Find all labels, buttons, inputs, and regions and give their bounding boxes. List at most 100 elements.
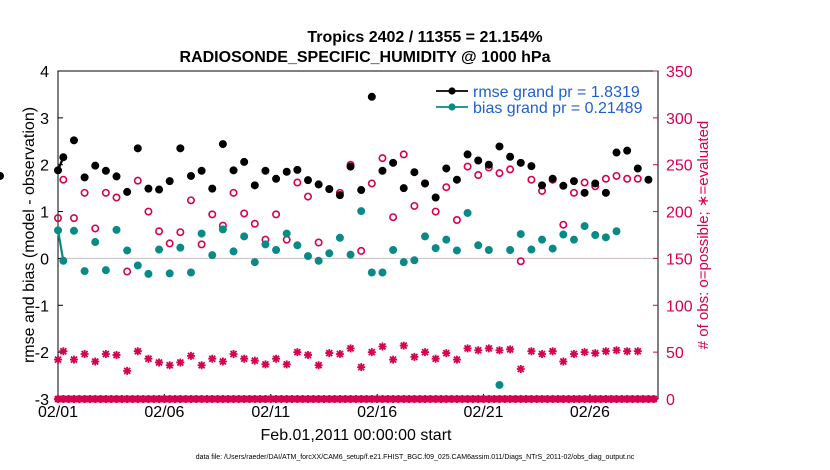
rmse-point [91, 161, 100, 170]
obs-zero-marker [522, 395, 531, 403]
rmse-point [484, 160, 493, 169]
obs-zero-marker [123, 395, 132, 403]
obs-zero-marker [304, 395, 312, 403]
bias-point [506, 245, 515, 254]
obs-possible-marker [431, 207, 440, 216]
obs-zero-marker [623, 395, 632, 403]
obs-possible-marker [123, 267, 132, 276]
obs-markers [53, 150, 658, 403]
bias-point [601, 233, 610, 242]
obs-possible-marker [357, 246, 366, 255]
rmse-point [495, 142, 504, 151]
obs-zero-marker [277, 395, 286, 403]
obs-evaluated-marker [176, 358, 185, 367]
y-tick-label: -2 [35, 345, 49, 362]
obs-zero-marker [128, 395, 137, 403]
obs-evaluated-marker [452, 355, 461, 364]
obs-zero-marker [330, 395, 339, 403]
obs-zero-marker [639, 395, 648, 403]
obs-zero-marker [436, 395, 445, 403]
legend-bias-marker [448, 103, 456, 111]
obs-zero-marker [171, 395, 180, 403]
obs-zero-marker [176, 395, 185, 403]
obs-evaluated-marker [357, 363, 366, 372]
obs-zero-marker [442, 395, 451, 403]
rmse-point [623, 146, 632, 155]
rmse-point [54, 166, 63, 175]
obs-evaluated-marker [421, 348, 430, 357]
obs-possible-marker [442, 183, 451, 192]
obs-zero-marker [346, 395, 355, 403]
obs-zero-marker [633, 395, 642, 403]
obs-zero-marker [224, 395, 233, 403]
rmse-point [580, 188, 589, 197]
right-tick-label: 200 [666, 205, 693, 222]
obs-zero-marker [564, 395, 573, 403]
rmse-point [633, 164, 642, 173]
bias-point [144, 269, 153, 278]
rmse-point [591, 179, 600, 188]
rmse-point [261, 166, 270, 175]
obs-zero-marker [463, 395, 472, 403]
bias-point [197, 229, 206, 238]
legend-rmse-label: rmse grand pr = 1.8319 [473, 84, 640, 101]
rmse-point [538, 181, 547, 190]
rmse-point [378, 166, 387, 175]
obs-zero-marker [543, 395, 552, 403]
obs-zero-marker [378, 395, 387, 403]
obs-evaluated-marker [367, 348, 376, 357]
rmse-point [155, 185, 164, 194]
obs-zero-marker [341, 395, 350, 403]
obs-evaluated-marker [155, 358, 164, 367]
obs-evaluated-marker [282, 360, 291, 369]
bias-point [527, 245, 536, 254]
bias-point [314, 256, 323, 265]
obs-evaluated-marker [601, 347, 610, 356]
obs-possible-marker [410, 201, 419, 210]
right-tick-label: 300 [666, 111, 693, 128]
obs-evaluated-marker [186, 351, 195, 360]
obs-possible-marker [59, 175, 68, 184]
obs-evaluated-marker [250, 356, 259, 365]
bias-point [431, 244, 440, 253]
right-tick-label: 100 [666, 298, 693, 315]
obs-possible-marker [399, 150, 408, 159]
obs-zero-marker [192, 395, 201, 403]
obs-zero-marker [394, 395, 403, 403]
rmse-point [282, 167, 291, 176]
obs-zero-marker [54, 395, 62, 403]
obs-evaluated-marker [559, 357, 568, 366]
obs-evaluated-marker [54, 355, 62, 364]
rmse-point [463, 150, 472, 159]
obs-possible-marker [229, 188, 238, 197]
obs-evaluated-marker [612, 346, 621, 355]
obs-zero-marker [64, 395, 73, 403]
legend-rmse-marker [448, 87, 456, 95]
obs-evaluated-marker [208, 354, 217, 363]
bias-point [165, 269, 174, 278]
obs-zero-marker [506, 395, 515, 403]
obs-zero-marker [144, 395, 153, 403]
y-tick-label: 2 [40, 158, 49, 175]
obs-possible-marker [250, 219, 259, 228]
obs-evaluated-marker [623, 347, 632, 356]
rmse-point [0, 171, 4, 180]
obs-zero-marker [101, 395, 110, 403]
obs-zero-marker [261, 395, 270, 403]
right-tick-label: 150 [666, 251, 693, 268]
obs-evaluated-marker [538, 350, 547, 359]
obs-zero-marker [85, 395, 94, 403]
obs-evaluated-marker [314, 361, 323, 370]
rmse-point [516, 158, 525, 167]
obs-possible-marker [559, 220, 568, 229]
right-tick-label: 350 [666, 64, 693, 81]
obs-possible-marker [495, 169, 504, 178]
legend-box [428, 76, 654, 116]
obs-evaluated-marker [474, 346, 483, 355]
rmse-point [431, 193, 440, 202]
obs-zero-marker [293, 395, 302, 403]
obs-possible-marker [176, 228, 185, 237]
obs-zero-marker [202, 395, 211, 403]
obs-zero-marker [607, 395, 616, 403]
rmse-point [69, 136, 78, 145]
